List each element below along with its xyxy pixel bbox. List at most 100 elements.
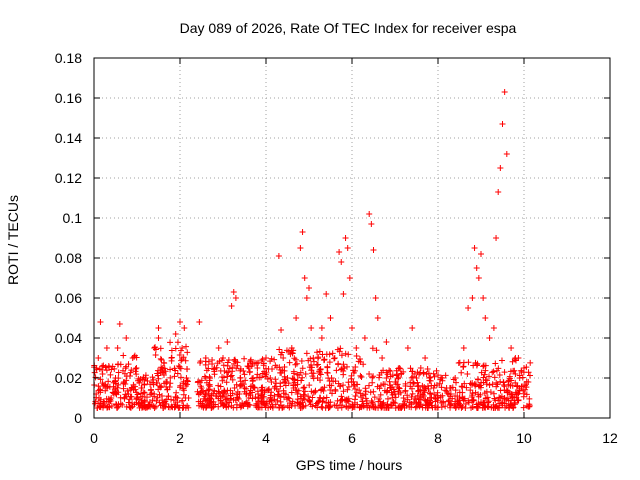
data-point <box>454 393 461 400</box>
data-point <box>385 404 392 411</box>
data-point <box>408 374 415 381</box>
data-point <box>125 399 132 406</box>
data-point <box>95 355 102 361</box>
data-point <box>334 404 341 411</box>
data-point <box>156 399 163 406</box>
data-point <box>448 400 455 407</box>
data-point <box>457 402 464 409</box>
data-point <box>471 245 478 251</box>
data-point <box>182 380 189 387</box>
data-point <box>268 397 275 404</box>
data-point <box>301 392 308 399</box>
data-point <box>507 382 514 389</box>
data-point <box>113 391 120 398</box>
data-point <box>157 355 164 362</box>
data-point <box>306 382 313 389</box>
data-point <box>177 374 184 381</box>
data-point <box>499 402 506 409</box>
data-point <box>103 345 110 351</box>
data-point <box>93 366 100 373</box>
data-point <box>328 375 335 382</box>
data-point <box>352 385 359 392</box>
data-point <box>262 365 269 372</box>
data-point <box>432 396 439 403</box>
data-point <box>338 366 345 373</box>
data-point <box>138 399 145 406</box>
data-point <box>331 402 338 409</box>
data-point <box>215 388 222 395</box>
data-point <box>301 275 308 281</box>
data-point <box>402 387 409 394</box>
data-point <box>133 354 140 361</box>
y-axis-label: ROTI / TECUs <box>5 195 21 285</box>
data-point <box>460 395 467 402</box>
data-point <box>259 398 266 405</box>
data-point <box>490 390 497 397</box>
data-point <box>465 399 472 406</box>
data-point <box>331 355 338 362</box>
data-point <box>501 369 508 376</box>
data-point <box>290 347 297 354</box>
data-point <box>99 366 106 373</box>
data-point <box>234 362 241 369</box>
data-point <box>486 373 493 380</box>
y-tick-label: 0.08 <box>55 250 82 266</box>
data-point <box>478 251 484 257</box>
data-point <box>331 355 338 361</box>
data-point <box>458 383 465 390</box>
data-point <box>95 383 102 390</box>
data-point <box>282 382 289 389</box>
data-point <box>358 374 365 381</box>
data-point <box>302 388 309 395</box>
data-point <box>245 363 252 370</box>
data-point <box>370 247 377 253</box>
data-point <box>272 362 279 369</box>
data-point <box>482 395 489 402</box>
data-point <box>422 355 429 361</box>
data-point <box>97 387 104 394</box>
data-point <box>313 400 320 407</box>
data-point <box>400 400 407 407</box>
data-point <box>178 356 185 363</box>
data-point <box>305 393 312 400</box>
data-point <box>219 357 226 364</box>
data-point <box>174 370 181 377</box>
data-point <box>203 379 210 386</box>
data-point <box>526 372 533 379</box>
data-point <box>282 376 289 383</box>
data-point <box>468 381 475 388</box>
data-point <box>281 379 288 386</box>
data-point <box>332 378 339 385</box>
data-point <box>523 402 530 409</box>
data-point <box>381 387 388 394</box>
data-point <box>409 390 416 397</box>
data-point <box>318 386 325 393</box>
data-point <box>158 364 165 371</box>
data-point <box>223 369 230 376</box>
data-point <box>99 404 106 411</box>
data-point <box>220 402 227 409</box>
data-point <box>217 383 224 390</box>
data-point <box>224 395 231 402</box>
data-point <box>260 360 267 367</box>
data-point <box>215 345 222 351</box>
data-point <box>182 394 189 401</box>
data-point <box>317 377 324 384</box>
data-point <box>420 370 427 377</box>
data-point <box>371 394 378 401</box>
data-point <box>233 381 240 388</box>
data-point <box>301 384 308 391</box>
data-point <box>293 315 300 321</box>
data-point <box>226 365 233 372</box>
data-point <box>143 394 150 401</box>
data-point <box>414 383 421 390</box>
data-point <box>389 391 396 398</box>
data-point <box>223 390 230 397</box>
data-point <box>117 394 124 401</box>
data-point <box>239 381 246 388</box>
data-point <box>300 384 307 391</box>
data-point <box>96 386 103 393</box>
data-point <box>459 384 466 391</box>
data-point <box>300 403 307 410</box>
data-point <box>379 355 386 361</box>
